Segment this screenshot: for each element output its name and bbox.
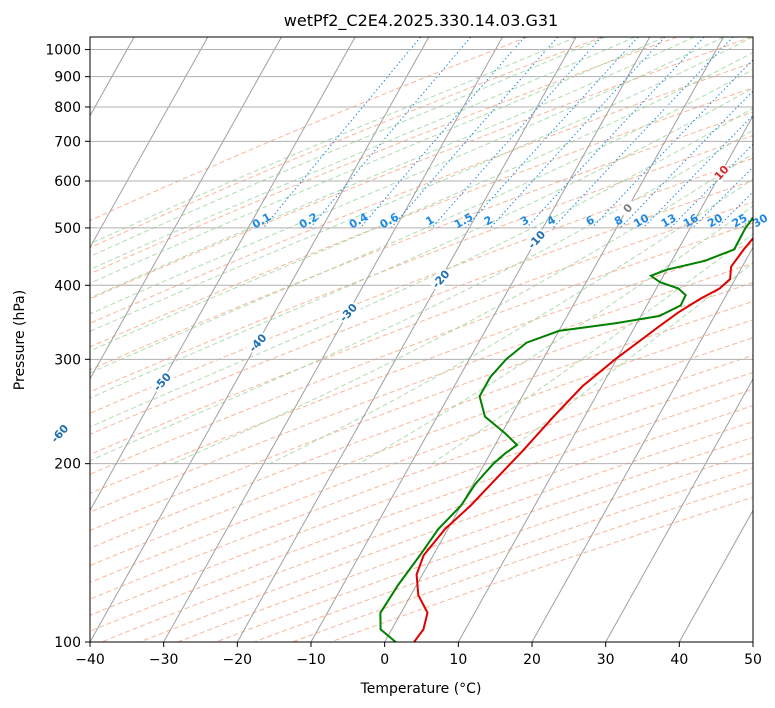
mixing-ratio-line (552, 37, 734, 229)
x-tick-label: −30 (149, 652, 179, 668)
isotherm-label-bg (617, 197, 639, 219)
moist-adiabat (90, 68, 753, 374)
isotherm (90, 37, 356, 512)
y-tick-label: 100 (54, 635, 81, 651)
x-tick-label: −20 (223, 652, 253, 668)
dry-adiabat (90, 179, 753, 435)
mixing-ratio-line (465, 37, 639, 229)
mixing-ratio-line (591, 59, 753, 229)
isotherm-label-bg (428, 266, 454, 292)
isotherm (163, 37, 503, 642)
moist-adiabat (269, 178, 753, 465)
x-tick-label: −10 (296, 652, 326, 668)
y-tick-label: 200 (54, 457, 81, 473)
mixing-ratio-line (263, 37, 421, 229)
dry-adiabat (90, 319, 753, 567)
isotherm (310, 37, 651, 642)
moist-adiabat (90, 37, 753, 332)
dry-adiabat (90, 37, 528, 222)
x-tick-label: 40 (670, 652, 688, 668)
dry-adiabat (215, 452, 753, 642)
dry-adiabat (90, 337, 753, 583)
y-tick-label: 500 (54, 221, 81, 237)
profiles (379, 216, 753, 642)
x-tick-label: 10 (449, 652, 467, 668)
moist-adiabat (90, 37, 665, 284)
dry-adiabat (90, 371, 753, 616)
dry-adiabat (177, 436, 753, 642)
x-tick-label: 0 (380, 652, 389, 668)
isotherm (236, 37, 577, 642)
y-tick-label: 300 (54, 352, 81, 368)
isotherm-label-bg (710, 161, 732, 184)
pressure-grid (90, 49, 753, 642)
isotherm (457, 114, 753, 642)
isotherm-label-bg (245, 329, 271, 356)
dry-adiabat (90, 87, 753, 348)
mixing-ratio-line (309, 37, 472, 229)
x-tick-label: 20 (523, 652, 541, 668)
moist-adiabat (90, 107, 753, 428)
moist-adiabat (90, 129, 753, 462)
isotherm-label-bg (523, 226, 549, 253)
chart-title: wetPf2_C2E4.2025.330.14.03.G31 (284, 11, 558, 31)
moist-adiabat (90, 37, 724, 315)
y-tick-label: 700 (54, 134, 81, 150)
dry-adiabat (254, 467, 753, 642)
y-axis-label: Pressure (hPa) (12, 290, 28, 390)
dry-adiabat (90, 37, 603, 249)
mixing-ratio-line (670, 143, 753, 229)
dry-adiabat (90, 354, 753, 600)
moist-adiabat (490, 262, 753, 465)
isotherm (384, 37, 724, 642)
isotherm (678, 509, 753, 642)
y-tick-label: 1000 (45, 43, 81, 59)
dry-adiabat (292, 482, 753, 642)
moist-adiabat (90, 37, 606, 257)
isotherm (90, 37, 282, 380)
isotherm-label-bg (46, 420, 73, 447)
x-tick-label: −40 (75, 652, 105, 668)
y-axis: 100 200 300 400 500 600 700 800 900 1000 (45, 43, 90, 651)
dewpoint-line (379, 216, 753, 642)
dry-adiabat (90, 222, 753, 475)
y-tick-label: 800 (54, 100, 81, 116)
plot-frame (89, 36, 754, 643)
dry-adiabat (90, 111, 753, 371)
moist-adiabat (90, 51, 753, 352)
x-axis: −40 −30 −20 −10 0 10 20 30 40 50 (75, 642, 762, 668)
dry-adiabat (90, 37, 752, 300)
isotherm-label-bg (149, 368, 175, 395)
x-tick-label: 50 (744, 652, 762, 668)
isotherm (531, 246, 753, 642)
isotherm (90, 37, 209, 249)
y-tick-label: 900 (54, 70, 81, 86)
y-tick-label: 600 (54, 174, 81, 190)
dry-adiabat (90, 134, 753, 393)
moist-adiabat (90, 37, 577, 245)
isotherm (605, 377, 753, 642)
moist-adiabat (90, 87, 753, 399)
moist-adiabat (90, 37, 695, 299)
mixing-ratio-line (431, 37, 602, 229)
temperature-line (413, 236, 753, 642)
y-tick-label: 400 (54, 278, 81, 294)
x-axis-label: Temperature (°C) (360, 681, 482, 697)
x-tick-label: 30 (597, 652, 615, 668)
dry-adiabat (90, 37, 678, 275)
isotherm-label-bg (335, 299, 361, 326)
